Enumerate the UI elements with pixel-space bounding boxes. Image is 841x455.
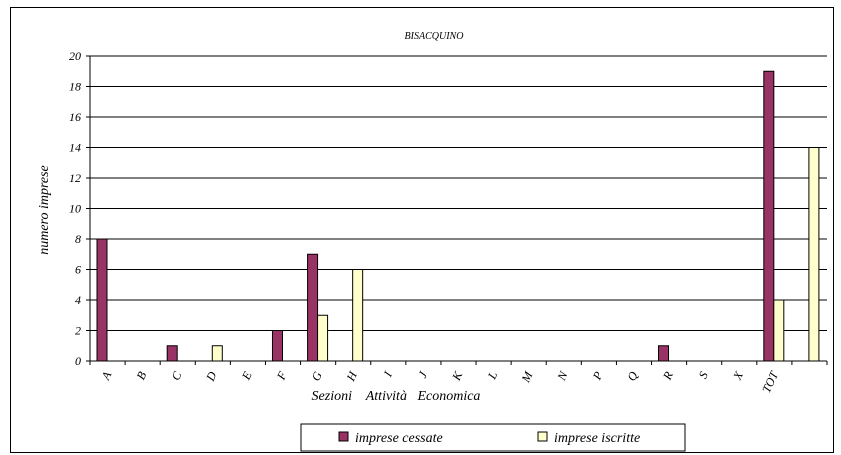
legend-label-iscritte: imprese iscritte — [554, 431, 640, 446]
bars — [96, 70, 820, 362]
x-tick-label: C — [168, 368, 184, 382]
x-tick-label: D — [203, 369, 220, 384]
x-tick-label: F — [274, 369, 290, 383]
legend-label-cessate: imprese cessate — [355, 431, 443, 446]
y-tick-label: 16 — [69, 110, 81, 124]
x-tick-label: N — [554, 368, 571, 383]
x-tick-label: A — [98, 369, 114, 383]
gridlines — [90, 55, 827, 362]
y-tick-label: 20 — [69, 49, 81, 63]
x-tick-label: P — [589, 369, 605, 383]
y-tick-label: 8 — [75, 232, 81, 246]
x-tick-label: E — [238, 369, 254, 383]
y-tick-label: 10 — [69, 202, 81, 216]
y-tick-label: 12 — [69, 171, 81, 185]
y-tick-label: 6 — [75, 263, 81, 277]
bar — [773, 299, 785, 362]
x-tick-label: S — [696, 369, 711, 380]
x-tick-label: K — [449, 368, 466, 383]
legend-swatch-cessate — [338, 431, 349, 442]
bar — [166, 345, 178, 362]
x-tick-label: Q — [624, 369, 640, 383]
legend: imprese cessate imprese iscritte — [300, 423, 686, 452]
bar — [658, 345, 670, 362]
legend-swatch-iscritte — [537, 431, 548, 442]
x-tick-label: R — [660, 369, 676, 383]
x-axis-label: Sezioni Attività Economica — [312, 389, 481, 404]
y-tick-label: 18 — [69, 80, 81, 94]
x-tick-label: I — [380, 368, 395, 379]
bar — [352, 269, 364, 362]
y-axis-ticks: 0 2 4 6 8 10 12 14 16 18 20 — [69, 49, 91, 368]
y-tick-label: 2 — [75, 324, 81, 338]
x-tick-label: G — [308, 369, 324, 383]
chart-frame — [10, 7, 834, 453]
x-tick-label: M — [518, 368, 536, 385]
legend-box — [300, 423, 686, 452]
y-tick-label: 14 — [69, 141, 81, 155]
bar — [271, 330, 283, 362]
bar — [763, 70, 775, 362]
x-tick-label: B — [134, 369, 150, 382]
bar — [317, 314, 329, 362]
bar — [211, 345, 223, 362]
chart-title: BISACQUINO — [405, 31, 464, 42]
y-axis-label: numero imprese — [37, 165, 52, 255]
bar — [96, 238, 108, 362]
x-tick-label: H — [343, 368, 360, 384]
x-tick-label: X — [730, 369, 746, 383]
x-tick-label: TOT — [759, 368, 781, 395]
x-tick-label: L — [484, 369, 500, 382]
x-tick-label: J — [415, 369, 430, 380]
bar — [808, 147, 820, 362]
bar — [307, 253, 319, 362]
y-tick-label: 0 — [75, 354, 81, 368]
y-tick-label: 4 — [75, 293, 81, 307]
